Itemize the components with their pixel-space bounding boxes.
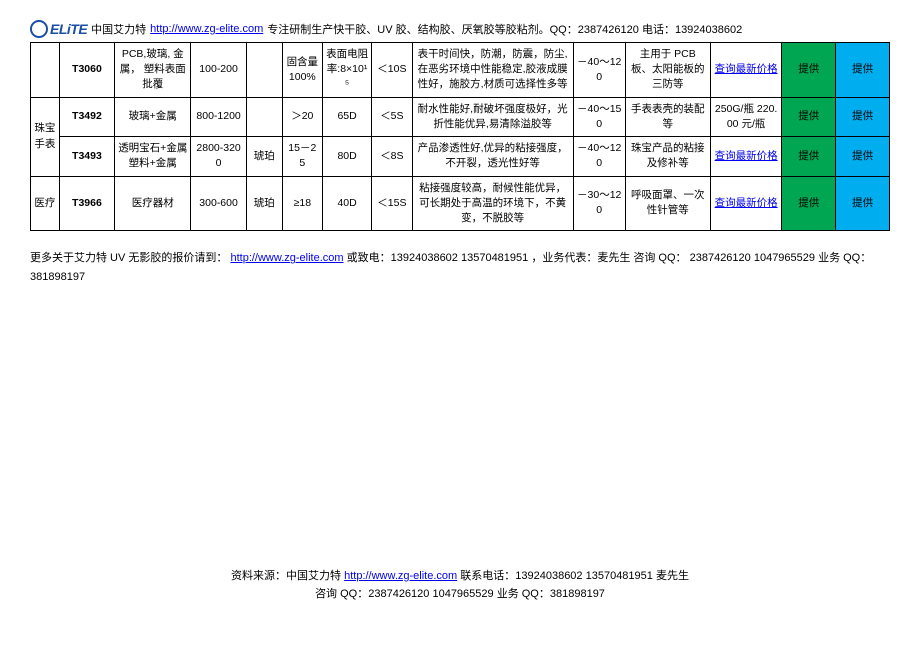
viscosity-cell: 100-200	[191, 43, 247, 98]
price-link[interactable]: 查询最新价格	[715, 197, 778, 209]
price-cell: 查询最新价格	[710, 43, 782, 98]
logo: ELiTE	[30, 20, 87, 38]
cure-cell: ＜8S	[372, 137, 412, 176]
cure-cell: ＜10S	[372, 43, 412, 98]
solid-cell: 固含量100%	[282, 43, 322, 98]
table-row: 珠宝手表T3492玻璃+金属800-1200＞2065D＜5S耐水性能好,耐破坏…	[31, 97, 890, 136]
header-rest: 专注研制生产快干胶、UV 胶、结构胶、厌氧胶等胶粘剂。QQ：2387426120…	[267, 21, 742, 37]
temp-cell: －40～120	[573, 43, 625, 98]
code-cell: T3966	[59, 176, 115, 231]
feature-cell: 表干时间快，防潮，防震，防尘,在恶劣环境中性能稳定,胶液成膜性好，施胶方,材质可…	[412, 43, 573, 98]
price-cell: 查询最新价格	[710, 176, 782, 231]
code-cell: T3492	[59, 97, 115, 136]
code-cell: T3060	[59, 43, 115, 98]
cure-cell: ＜5S	[372, 97, 412, 136]
viscosity-cell: 2800-3200	[191, 137, 247, 176]
page-footer-line1-prefix: 资料来源：中国艾力特	[231, 570, 344, 582]
price-link[interactable]: 查询最新价格	[715, 150, 778, 162]
color-cell	[246, 43, 282, 98]
logo-text: ELiTE	[50, 21, 87, 37]
viscosity-cell: 800-1200	[191, 97, 247, 136]
category-cell: 珠宝手表	[31, 97, 60, 176]
solid-cell: 15－25	[282, 137, 322, 176]
provide-green-cell: 提供	[782, 97, 836, 136]
provide-green-cell: 提供	[782, 43, 836, 98]
material-cell: 透明宝石+金属 塑料+金属	[115, 137, 191, 176]
logo-ring-icon	[30, 20, 48, 38]
resist-cell: 80D	[322, 137, 371, 176]
price-cell: 查询最新价格	[710, 137, 782, 176]
feature-cell: 耐水性能好,耐破坏强度极好，光折性能优异,易清除溢胶等	[412, 97, 573, 136]
app-cell: 呼吸面罩、一次性针管等	[625, 176, 710, 231]
temp-cell: －40～120	[573, 137, 625, 176]
feature-cell: 粘接强度较高，耐候性能优异，可长期处于高温的环境下，不黄变，不脱胶等	[412, 176, 573, 231]
table-row: 医疗T3966医疗器材300-600琥珀≥1840D＜15S粘接强度较高，耐候性…	[31, 176, 890, 231]
category-cell-empty	[31, 43, 60, 98]
solid-cell: ＞20	[282, 97, 322, 136]
price-link[interactable]: 查询最新价格	[715, 63, 778, 75]
provide-blue-cell: 提供	[836, 176, 890, 231]
color-cell	[246, 97, 282, 136]
material-cell: 玻璃+金属	[115, 97, 191, 136]
footer-note: 更多关于艾力特 UV 无影胶的报价请到： http://www.zg-elite…	[30, 249, 890, 286]
viscosity-cell: 300-600	[191, 176, 247, 231]
solid-cell: ≥18	[282, 176, 322, 231]
page-footer: 资料来源：中国艾力特 http://www.zg-elite.com 联系电话：…	[30, 567, 890, 604]
cure-cell: ＜15S	[372, 176, 412, 231]
brand-url-link[interactable]: http://www.zg-elite.com	[150, 23, 263, 35]
provide-blue-cell: 提供	[836, 43, 890, 98]
resist-cell: 40D	[322, 176, 371, 231]
color-cell: 琥珀	[246, 137, 282, 176]
price-cell: 250G/瓶 220.00 元/瓶	[710, 97, 782, 136]
provide-blue-cell: 提供	[836, 97, 890, 136]
feature-cell: 产品渗透性好,优异的粘接强度，不开裂，透光性好等	[412, 137, 573, 176]
page-footer-line1-rest: 联系电话：13924038602 13570481951 麦先生	[460, 570, 689, 582]
product-table: T3060PCB,玻璃, 金属， 塑料表面批覆100-200 固含量100%表面电…	[30, 42, 890, 231]
page-footer-line2: 咨询 QQ：2387426120 1047965529 业务 QQ：381898…	[30, 585, 890, 604]
page-header: ELiTE 中国艾力特 http://www.zg-elite.com 专注研制…	[30, 20, 890, 38]
code-cell: T3493	[59, 137, 115, 176]
table-row: T3060PCB,玻璃, 金属， 塑料表面批覆100-200 固含量100%表面电…	[31, 43, 890, 98]
material-cell: 医疗器材	[115, 176, 191, 231]
resist-cell: 65D	[322, 97, 371, 136]
provide-blue-cell: 提供	[836, 137, 890, 176]
category-cell: 医疗	[31, 176, 60, 231]
provide-green-cell: 提供	[782, 137, 836, 176]
app-cell: 主用于 PCB 板、太阳能板的三防等	[625, 43, 710, 98]
page-footer-link[interactable]: http://www.zg-elite.com	[344, 570, 457, 582]
color-cell: 琥珀	[246, 176, 282, 231]
app-cell: 手表表壳的装配等	[625, 97, 710, 136]
footer-note-prefix: 更多关于艾力特 UV 无影胶的报价请到：	[30, 252, 227, 264]
material-cell: PCB,玻璃, 金属， 塑料表面批覆	[115, 43, 191, 98]
footer-note-link[interactable]: http://www.zg-elite.com	[230, 252, 343, 264]
temp-cell: －40～150	[573, 97, 625, 136]
brand-cn: 中国艾力特	[91, 21, 146, 37]
table-row: T3493透明宝石+金属 塑料+金属2800-3200琥珀15－2580D＜8S…	[31, 137, 890, 176]
resist-cell: 表面电阻率:8×10¹⁵	[322, 43, 371, 98]
app-cell: 珠宝产品的粘接及修补等	[625, 137, 710, 176]
provide-green-cell: 提供	[782, 176, 836, 231]
temp-cell: －30～120	[573, 176, 625, 231]
